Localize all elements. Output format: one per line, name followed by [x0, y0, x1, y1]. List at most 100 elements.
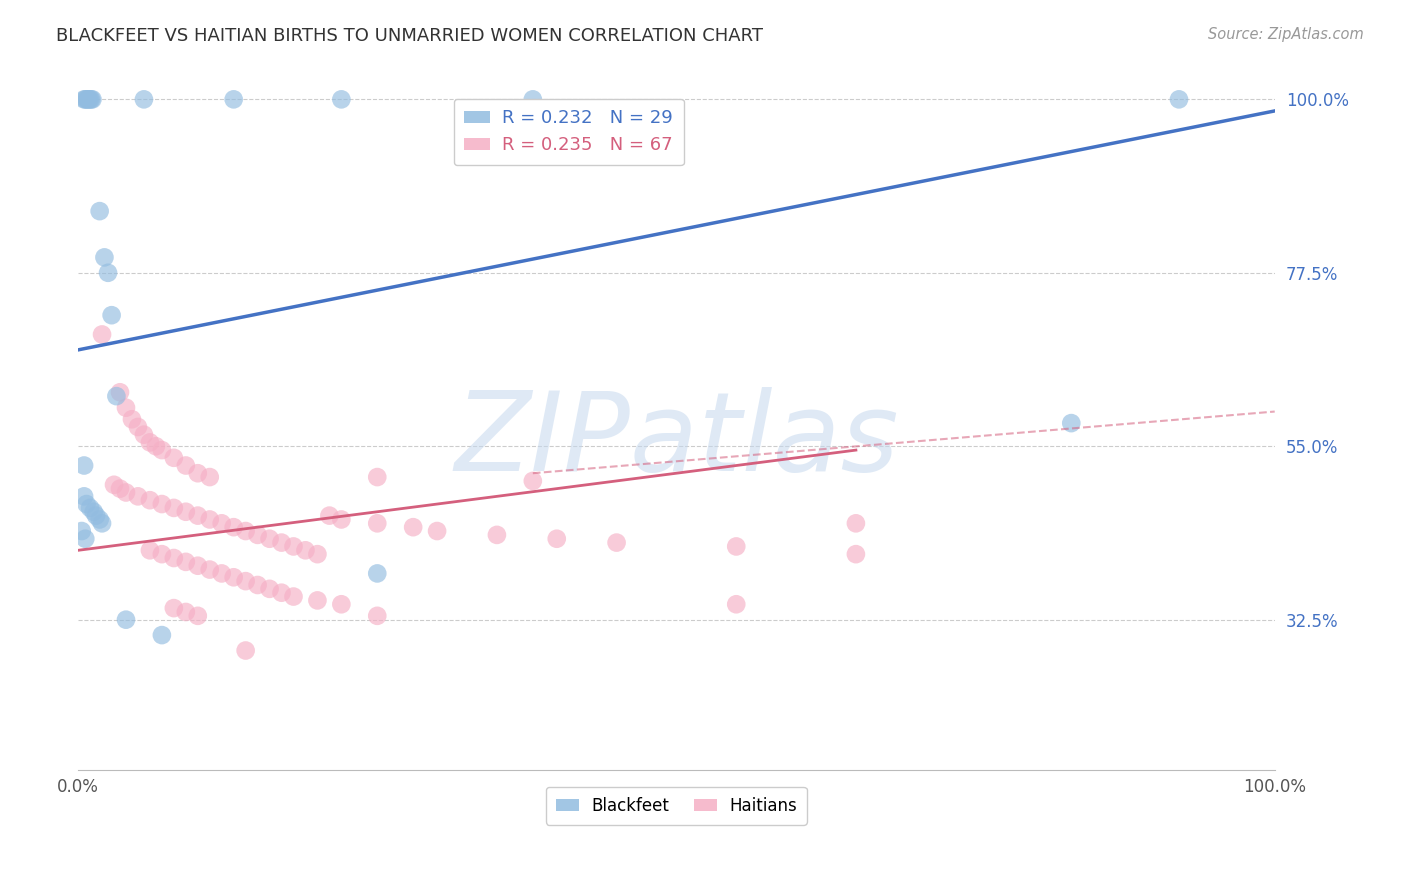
Point — [211, 566, 233, 581]
Point — [546, 532, 568, 546]
Point — [198, 563, 221, 577]
Point — [105, 389, 128, 403]
Point — [108, 482, 131, 496]
Point — [235, 643, 257, 657]
Point — [91, 516, 114, 531]
Point — [187, 508, 209, 523]
Point — [187, 558, 209, 573]
Point — [75, 92, 97, 106]
Point — [187, 608, 209, 623]
Point — [235, 524, 257, 538]
Point — [103, 477, 125, 491]
Point — [198, 470, 221, 484]
Point — [1060, 416, 1083, 430]
Point — [366, 516, 388, 531]
Point — [330, 512, 353, 526]
Point — [115, 613, 138, 627]
Point — [485, 528, 508, 542]
Point — [73, 458, 96, 473]
Point — [150, 497, 173, 511]
Text: BLACKFEET VS HAITIAN BIRTHS TO UNMARRIED WOMEN CORRELATION CHART: BLACKFEET VS HAITIAN BIRTHS TO UNMARRIED… — [56, 27, 763, 45]
Point — [426, 524, 449, 538]
Point — [89, 512, 111, 526]
Point — [132, 92, 155, 106]
Point — [259, 582, 281, 596]
Point — [366, 608, 388, 623]
Point — [91, 327, 114, 342]
Point — [294, 543, 316, 558]
Point — [198, 512, 221, 526]
Point — [100, 308, 122, 322]
Point — [139, 543, 162, 558]
Point — [121, 412, 143, 426]
Point — [1168, 92, 1191, 106]
Point — [145, 439, 167, 453]
Point — [73, 92, 96, 106]
Point — [150, 547, 173, 561]
Point — [725, 597, 748, 611]
Point — [76, 92, 98, 106]
Point — [76, 92, 98, 106]
Point — [270, 585, 292, 599]
Point — [75, 532, 97, 546]
Point — [283, 540, 305, 554]
Point — [307, 593, 329, 607]
Point — [174, 458, 197, 473]
Point — [163, 551, 186, 566]
Point — [270, 535, 292, 549]
Point — [132, 427, 155, 442]
Point — [330, 597, 353, 611]
Point — [73, 489, 96, 503]
Point — [76, 497, 98, 511]
Point — [174, 555, 197, 569]
Point — [163, 450, 186, 465]
Point — [222, 520, 245, 534]
Point — [845, 547, 868, 561]
Point — [127, 420, 149, 434]
Point — [150, 443, 173, 458]
Point — [366, 566, 388, 581]
Point — [139, 435, 162, 450]
Point — [522, 474, 544, 488]
Point — [246, 578, 269, 592]
Point — [77, 92, 100, 106]
Point — [127, 489, 149, 503]
Point — [83, 505, 105, 519]
Point — [307, 547, 329, 561]
Point — [211, 516, 233, 531]
Point — [330, 92, 353, 106]
Point — [283, 590, 305, 604]
Point — [89, 204, 111, 219]
Point — [163, 601, 186, 615]
Text: Source: ZipAtlas.com: Source: ZipAtlas.com — [1208, 27, 1364, 42]
Point — [235, 574, 257, 589]
Point — [606, 535, 628, 549]
Point — [522, 92, 544, 106]
Point — [97, 266, 120, 280]
Point — [93, 251, 115, 265]
Point — [139, 493, 162, 508]
Point — [174, 505, 197, 519]
Legend: Blackfeet, Haitians: Blackfeet, Haitians — [546, 787, 807, 825]
Point — [246, 528, 269, 542]
Point — [70, 524, 93, 538]
Point — [82, 92, 104, 106]
Point — [366, 470, 388, 484]
Point — [79, 92, 101, 106]
Point — [402, 520, 425, 534]
Point — [259, 532, 281, 546]
Point — [222, 92, 245, 106]
Point — [187, 467, 209, 481]
Point — [108, 385, 131, 400]
Point — [163, 500, 186, 515]
Point — [115, 485, 138, 500]
Point — [79, 500, 101, 515]
Point — [318, 508, 340, 523]
Point — [150, 628, 173, 642]
Point — [174, 605, 197, 619]
Point — [222, 570, 245, 584]
Text: ZIPatlas: ZIPatlas — [454, 387, 898, 494]
Point — [115, 401, 138, 415]
Point — [84, 508, 107, 523]
Point — [845, 516, 868, 531]
